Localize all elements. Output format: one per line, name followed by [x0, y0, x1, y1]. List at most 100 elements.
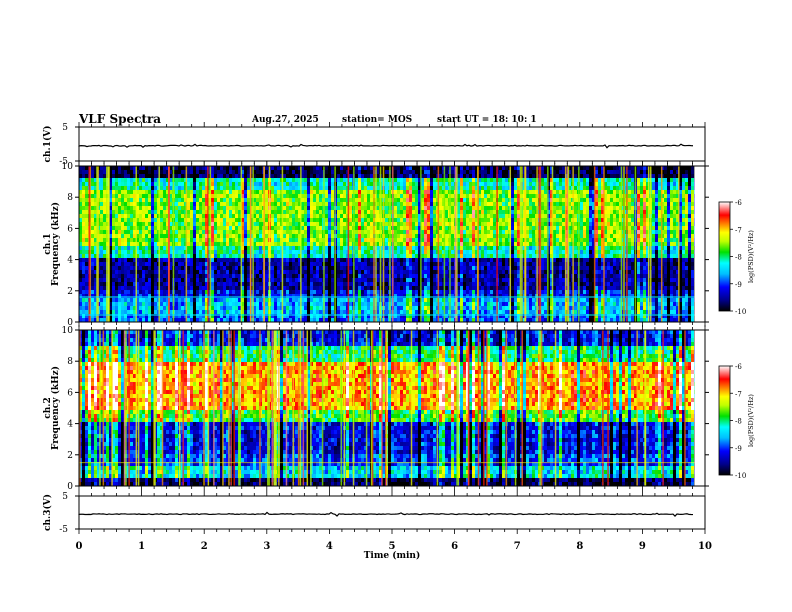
sferic-streak: [297, 330, 300, 486]
y-tick-label: 0: [67, 482, 73, 492]
sferic-streak: [524, 166, 527, 322]
sferic-streak: [634, 166, 637, 322]
sferic-streak: [228, 330, 230, 486]
sferic-streak: [389, 166, 391, 322]
sferic-streak: [172, 166, 175, 322]
y-tick-label: 6: [67, 388, 73, 398]
colorbar: [718, 201, 731, 312]
x-axis-label: Time (min): [364, 550, 421, 561]
sferic-streak: [456, 330, 458, 486]
sferic-streak: [154, 330, 156, 486]
y-tick-label: 6: [67, 224, 73, 234]
sferic-streak: [572, 166, 574, 322]
sferic-streak: [496, 166, 498, 322]
y-tick-label: 4: [67, 256, 73, 266]
sferic-streak: [278, 330, 280, 486]
sferic-streak: [238, 330, 240, 486]
sferic-streak: [564, 166, 567, 322]
x-tick-label: 6: [451, 541, 458, 552]
y-axis-label: ch.1(V): [42, 126, 53, 163]
colorbar-label: log(PSD)(V²/Hz): [747, 394, 755, 447]
sferic-streak: [209, 166, 212, 322]
y-axis-label: Frequency (kHz): [50, 366, 61, 450]
x-tick-label: 5: [389, 541, 396, 552]
sferic-streak: [660, 166, 663, 322]
sferic-streak: [96, 166, 98, 322]
sferic-streak: [108, 166, 110, 322]
sferic-streak: [285, 330, 288, 486]
sferic-streak: [538, 166, 540, 322]
sferic-streak: [519, 166, 522, 322]
y-axis-label: ch.3(V): [42, 494, 53, 531]
sferic-streak: [137, 330, 140, 486]
x-tick-label: 3: [263, 541, 270, 552]
sferic-streak: [347, 166, 350, 322]
sferic-streak: [135, 166, 138, 322]
sferic-streak: [521, 330, 524, 486]
sferic-streak: [263, 166, 265, 322]
sferic-streak: [649, 166, 652, 322]
sferic-streak: [273, 330, 275, 486]
sferic-streak: [343, 330, 346, 486]
sferic-streak: [514, 330, 517, 486]
sferic-streak: [135, 330, 138, 486]
colorbar-tick-label: -9: [735, 445, 742, 453]
sferic-streak: [125, 330, 127, 486]
sferic-streak: [153, 330, 155, 486]
sferic-streak: [334, 166, 336, 322]
sferic-streak: [178, 330, 181, 486]
sferic-streak: [310, 330, 312, 486]
y-tick-label: 8: [67, 357, 73, 367]
panel-frame: [78, 495, 706, 530]
sferic-streak: [454, 166, 457, 322]
colorbar-label: log(PSD)(V²/Hz): [747, 230, 755, 283]
sferic-streak: [340, 330, 343, 486]
sferic-streak: [323, 166, 325, 322]
colorbar: [718, 365, 731, 476]
sferic-streak: [97, 166, 99, 322]
colorbar-tick-label: -10: [735, 308, 746, 316]
sferic-streak: [373, 166, 375, 322]
sferic-streak: [386, 330, 388, 486]
start-time-label: start UT = 18: 10: 1: [437, 115, 537, 125]
sferic-streak: [567, 166, 570, 322]
y-axis-label: Frequency (kHz): [50, 202, 61, 286]
sferic-streak: [365, 330, 368, 486]
y-tick-label: 5: [62, 123, 68, 133]
sferic-streak: [213, 330, 215, 486]
sferic-streak: [271, 330, 274, 486]
sferic-streak: [486, 330, 488, 486]
sferic-streak: [684, 330, 686, 486]
sferic-streak: [662, 330, 664, 486]
sferic-streak: [457, 330, 460, 486]
sferic-streak: [321, 330, 324, 486]
sferic-streak: [182, 330, 184, 486]
sferic-streak: [128, 330, 130, 486]
x-tick-label: 7: [514, 541, 521, 552]
sferic-streak: [230, 330, 232, 486]
y-tick-label: 10: [62, 326, 74, 336]
colorbar-tick-label: -6: [735, 199, 742, 207]
sferic-streak: [207, 330, 210, 486]
sferic-streak: [420, 166, 422, 322]
y-tick-label: 0: [67, 318, 73, 328]
sferic-streak: [123, 330, 126, 486]
sferic-streak: [111, 330, 113, 486]
sferic-streak: [268, 166, 271, 322]
sferic-streak: [299, 330, 302, 486]
sferic-streak: [158, 166, 160, 322]
sferic-streak: [566, 166, 569, 322]
sferic-streak: [385, 330, 387, 486]
y-tick-label: 4: [67, 420, 73, 430]
x-tick-label: 10: [698, 541, 712, 552]
sferic-streak: [620, 166, 623, 322]
sferic-streak: [467, 330, 470, 486]
sferic-streak: [99, 330, 101, 486]
ch1-trace: [78, 143, 694, 149]
colorbar-tick-label: -8: [735, 254, 742, 262]
station-label: station= MOS: [342, 115, 413, 125]
sferic-streak: [678, 166, 680, 322]
sferic-streak: [443, 166, 446, 322]
sferic-streak: [249, 166, 252, 322]
sferic-streak: [203, 330, 205, 486]
